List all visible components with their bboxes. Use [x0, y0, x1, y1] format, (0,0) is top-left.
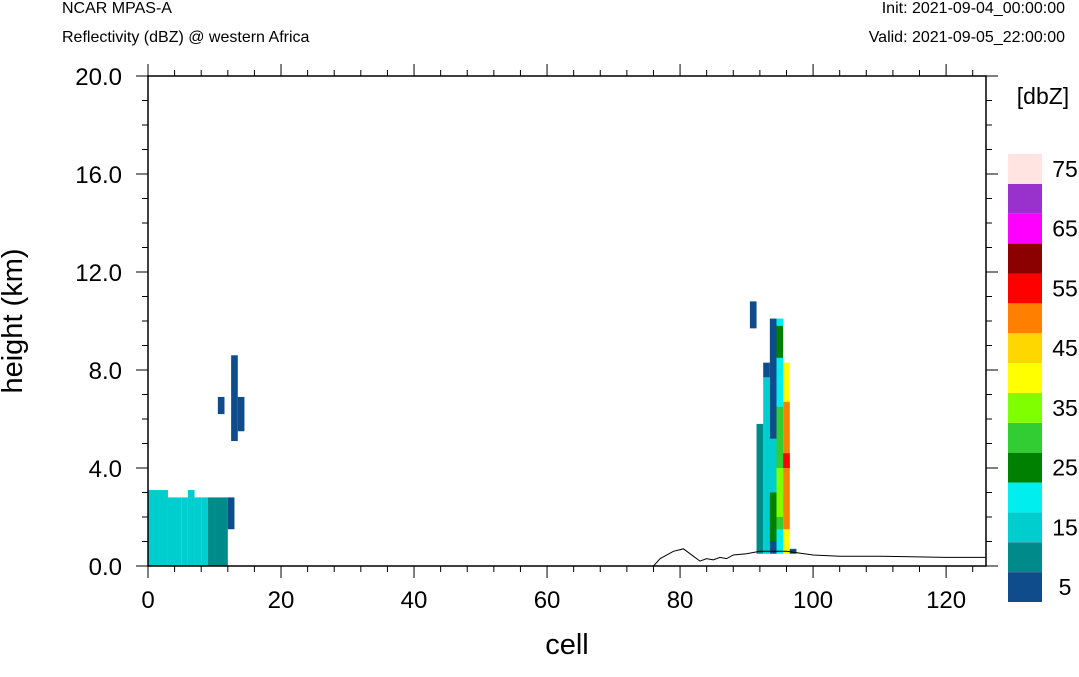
reflectivity-cell-9: [148, 497, 155, 566]
reflectivity-cell-23: [776, 325, 784, 358]
colorbar-swatch-65: [1008, 213, 1042, 244]
x-tick-label: 100: [793, 587, 833, 614]
y-tick-label: 8.0: [89, 358, 122, 385]
colorbar-swatch-35: [1008, 392, 1042, 423]
y-tick-labels: 0.0 4.0 8.0 12.0 16.0 20.0: [75, 64, 122, 581]
init-time: Init: 2021-09-04_00:00:00: [881, 0, 1065, 17]
x-axis-label: cell: [545, 629, 589, 661]
model-title: NCAR MPAS-A: [62, 0, 172, 17]
reflectivity-cell-11: [231, 355, 238, 442]
y-tick-label: 12.0: [75, 260, 122, 287]
reflectivity-cell-1: [167, 497, 182, 566]
x-tick-label: 40: [401, 587, 428, 614]
colorbar-swatch-20: [1008, 482, 1042, 513]
y-tick-label: 4.0: [89, 456, 122, 483]
reflectivity-cell-16: [763, 362, 770, 378]
colorbar-unit: [dbZ]: [1017, 83, 1069, 109]
x-tick-label: 20: [268, 587, 295, 614]
colorbar-label: 45: [1052, 335, 1078, 361]
colorbar-swatch-55: [1008, 273, 1042, 304]
reflectivity-cell-22: [776, 468, 784, 517]
colorbar-swatch-30: [1008, 422, 1042, 453]
plot-frame: [147, 75, 987, 567]
colorbar-swatch-75: [1008, 154, 1042, 184]
reflectivity-cell-18: [769, 492, 777, 542]
colorbar-label: 25: [1052, 455, 1078, 481]
y-tick-label: 20.0: [75, 64, 122, 91]
colorbar-label: 35: [1052, 395, 1078, 421]
colorbar-label: 65: [1052, 216, 1078, 242]
reflectivity-cell-12: [237, 396, 245, 432]
reflectivity-cell-19: [769, 438, 777, 493]
colorbar: 5 15 25 35 45 55 65 75: [1008, 154, 1078, 602]
y-tick-label: 16.0: [75, 162, 122, 189]
reflectivity-cell-8: [227, 497, 235, 530]
reflectivity-cell-4: [194, 497, 202, 566]
terrain-profile: [148, 548, 986, 567]
colorbar-label: 5: [1059, 574, 1072, 600]
colorbar-label: 75: [1052, 156, 1078, 182]
colorbar-label: 15: [1052, 514, 1078, 540]
colorbar-swatch-50: [1008, 303, 1042, 334]
axis-ticks: [136, 64, 998, 578]
colorbar-swatch-10: [1008, 542, 1042, 573]
reflectivity-cell-3: [187, 490, 195, 566]
x-tick-label: 120: [926, 587, 966, 614]
x-tick-labels: 0 20 40 60 80 100 120: [141, 587, 966, 614]
reflectivity-cell-5: [201, 497, 208, 566]
reflectivity-cells: [148, 301, 797, 566]
reflectivity-cell-2: [181, 497, 188, 566]
colorbar-label: 55: [1052, 275, 1078, 301]
reflectivity-cell-13: [749, 301, 757, 329]
reflectivity-cell-10: [217, 396, 225, 415]
colorbar-swatch-5: [1008, 572, 1042, 602]
valid-time: Valid: 2021-09-05_22:00:00: [868, 29, 1065, 46]
colorbar-swatch-45: [1008, 333, 1042, 364]
terrain-line: [148, 548, 986, 567]
reflectivity-cell-14: [756, 423, 764, 554]
x-tick-label: 80: [667, 587, 694, 614]
reflectivity-cell-17: [769, 318, 777, 554]
colorbar-swatch-60: [1008, 243, 1042, 274]
colorbar-swatch-15: [1008, 512, 1042, 543]
x-tick-label: 0: [141, 587, 154, 614]
x-tick-label: 60: [534, 587, 561, 614]
y-tick-label: 0.0: [89, 554, 122, 581]
colorbar-swatch-40: [1008, 363, 1042, 393]
y-axis-label: height (km): [0, 248, 29, 393]
colorbar-swatch-70: [1008, 183, 1042, 214]
reflectivity-cell-27: [789, 548, 797, 554]
reflectivity-cell-7: [214, 497, 228, 566]
field-subtitle: Reflectivity (dBZ) @ western Africa: [62, 29, 310, 46]
colorbar-swatch-25: [1008, 452, 1042, 483]
reflectivity-cell-6: [207, 497, 215, 566]
reflectivity-cell-15: [763, 377, 770, 554]
reflectivity-cell-26: [783, 453, 790, 468]
